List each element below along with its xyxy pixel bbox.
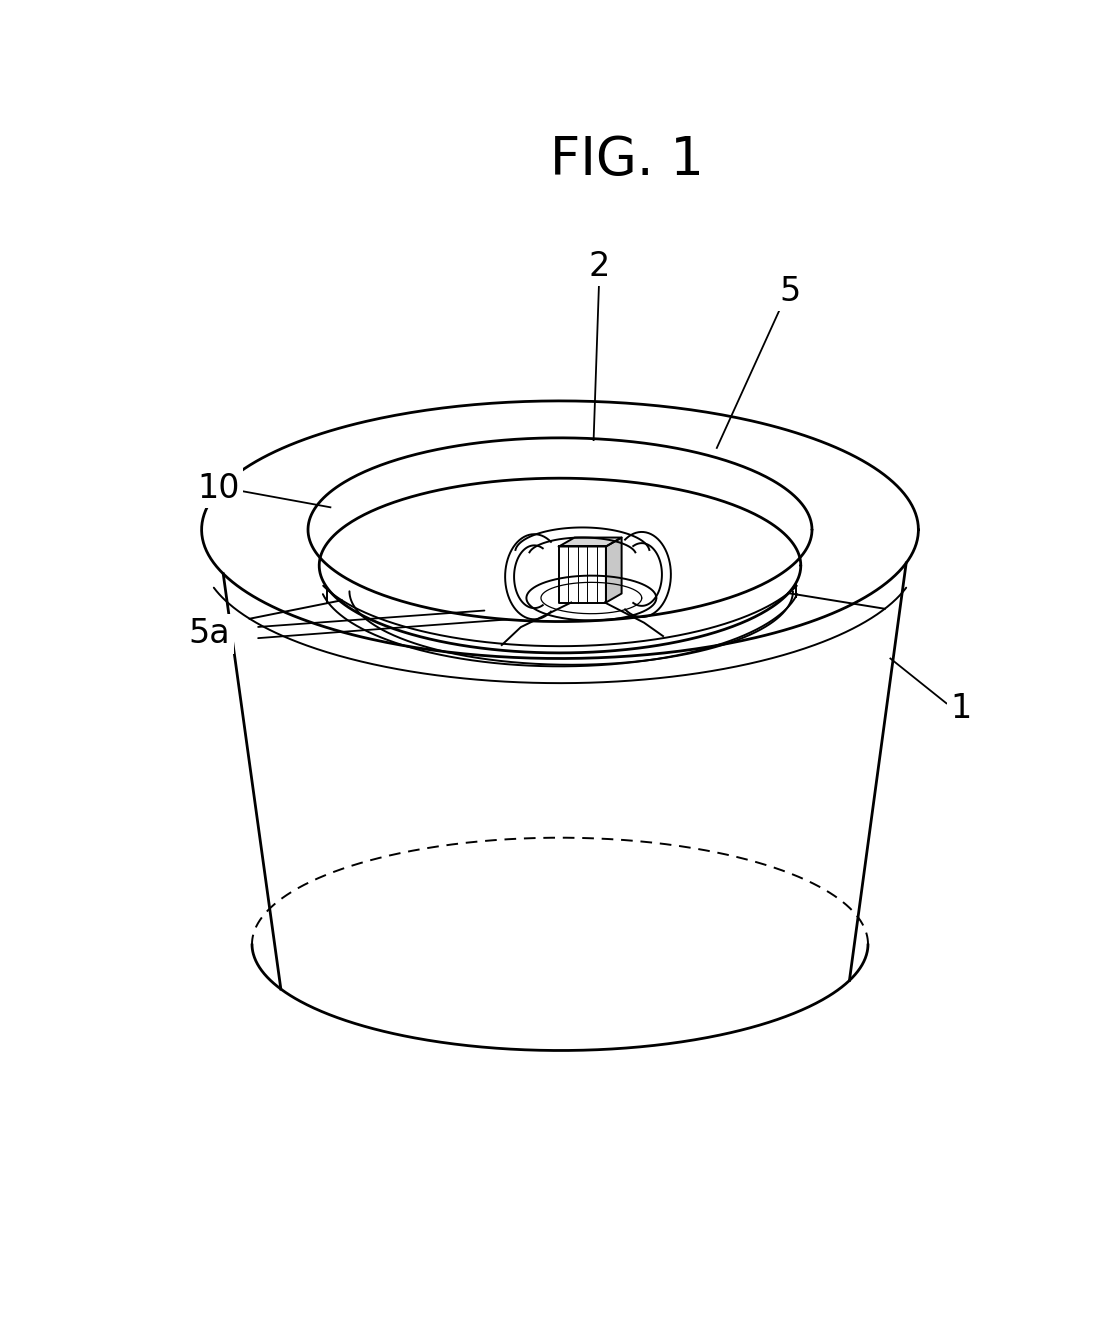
Text: 10: 10: [197, 471, 240, 504]
Polygon shape: [559, 537, 622, 547]
Polygon shape: [559, 547, 606, 602]
Text: 5a: 5a: [188, 618, 231, 651]
Text: FIG. 1: FIG. 1: [550, 134, 704, 186]
Text: 1: 1: [951, 693, 971, 726]
Text: 2: 2: [588, 250, 610, 283]
Polygon shape: [606, 537, 622, 602]
Text: 5: 5: [780, 275, 800, 308]
